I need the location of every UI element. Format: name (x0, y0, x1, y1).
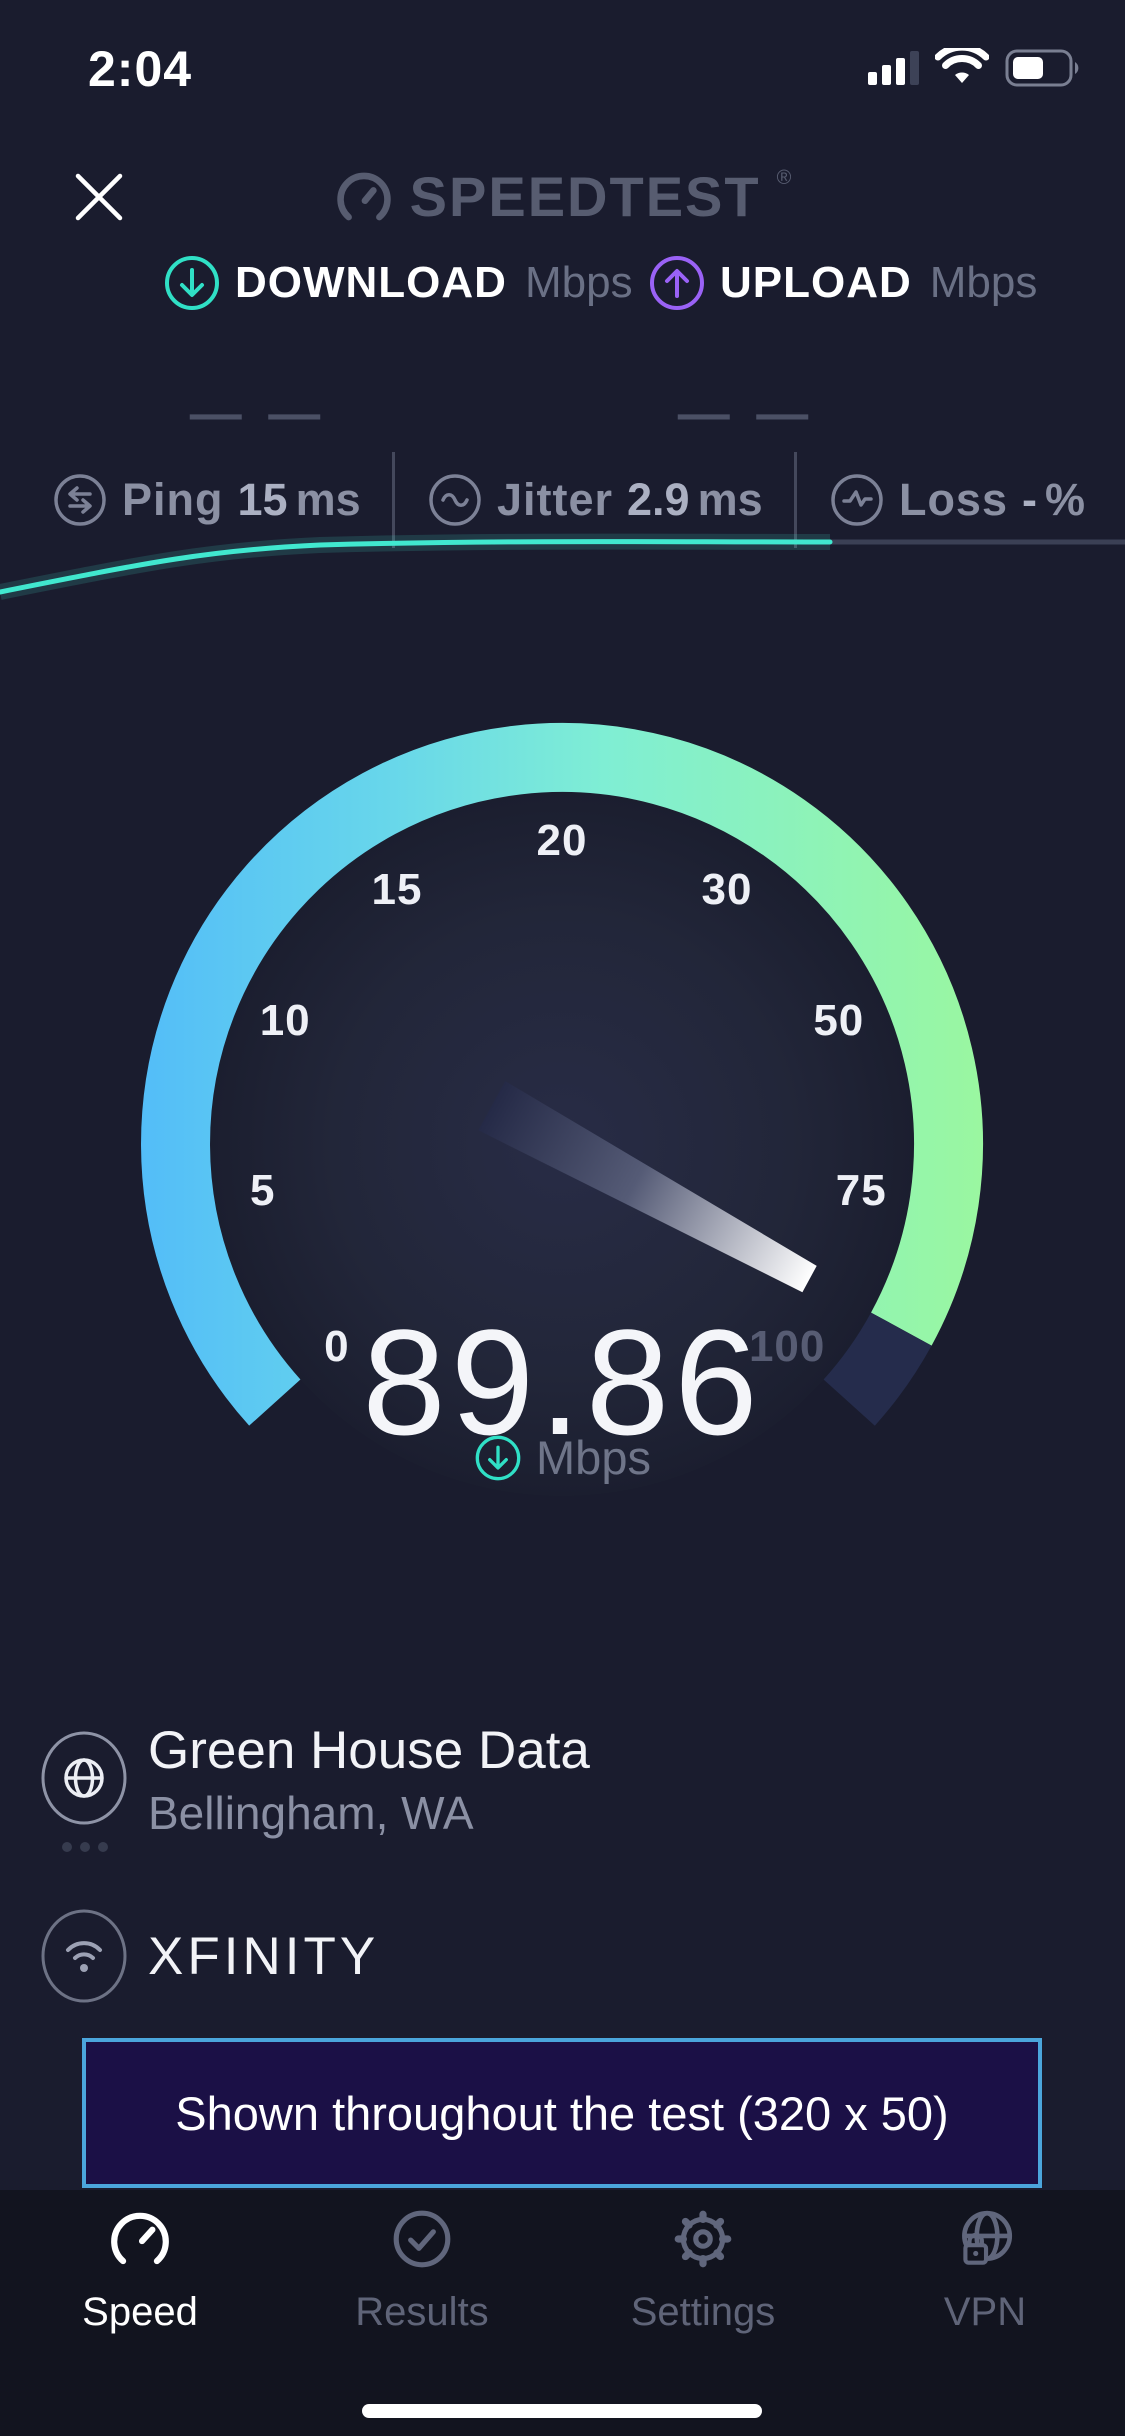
jitter-value: 2.9 (627, 474, 690, 525)
gauge-tick-label: 15 (371, 864, 423, 914)
throughput-sparkline (0, 533, 1125, 600)
server-name: Green House Data (148, 1721, 590, 1780)
status-icons (868, 48, 1083, 88)
current-speed-unit: Mbps (536, 1431, 651, 1484)
ad-banner-text: Shown throughout the test (320 x 50) (175, 2086, 949, 2140)
ping-value: 15 (237, 474, 288, 525)
speedtest-logo-text: SPEEDTEST (409, 165, 761, 228)
gauge-tick-label: 30 (701, 864, 753, 914)
current-speed-value: 89.86 (362, 1298, 763, 1466)
logo-trademark: ® (776, 167, 792, 189)
cellular-signal-icon (868, 51, 919, 85)
upload-arrow-icon (648, 254, 706, 312)
download-arrow-icon (163, 254, 221, 312)
download-value-placeholder: — — (189, 385, 327, 443)
tab-settings[interactable]: Settings (603, 2206, 803, 2335)
loss-metric: Loss - % (829, 472, 1085, 528)
latency-row: Ping 15 ms Jitter 2.9 ms L (52, 452, 1085, 548)
gauge-tick-label: 50 (813, 995, 865, 1045)
jitter-unit: ms (697, 474, 763, 525)
gauge-tick-label: 75 (835, 1166, 887, 1216)
upload-label: UPLOAD (720, 258, 912, 307)
vpn-globe-lock-icon (952, 2206, 1018, 2272)
jitter-label: Jitter (496, 474, 613, 525)
upload-value-placeholder: — — (677, 385, 815, 443)
close-button[interactable] (70, 168, 128, 226)
speedtest-logo: SPEEDTEST ® (0, 164, 1125, 229)
status-time: 2:04 (88, 41, 193, 97)
results-check-icon (389, 2206, 455, 2272)
tab-results-label: Results (355, 2290, 489, 2334)
settings-gear-icon (670, 2206, 736, 2272)
loss-label: Loss (898, 474, 1008, 525)
packet-loss-icon (829, 472, 885, 528)
ping-label: Ping (122, 474, 224, 525)
loss-value: - (1021, 474, 1037, 525)
speed-gauge (141, 722, 984, 1496)
tab-results[interactable]: Results (322, 2206, 522, 2335)
jitter-icon (427, 472, 483, 528)
tab-vpn[interactable]: VPN (885, 2206, 1085, 2335)
download-label: DOWNLOAD (235, 258, 507, 307)
loss-unit: % (1044, 474, 1085, 525)
battery-icon (1005, 49, 1083, 87)
ping-icon (52, 472, 108, 528)
gauge-tick-label: 100 (748, 1321, 826, 1371)
gauge-progress-arc (141, 722, 984, 1426)
gauge-tick-label: 0 (324, 1321, 350, 1371)
download-unit: Mbps (524, 258, 633, 307)
ad-banner[interactable]: Shown throughout the test (320 x 50) (82, 2038, 1042, 2188)
gauge-remainder-arc (823, 1312, 932, 1426)
upload-header: UPLOAD Mbps (648, 254, 1037, 312)
isp-name: XFINITY (148, 1927, 380, 1986)
isp-wifi-icon (40, 1908, 128, 2004)
home-indicator[interactable] (362, 2404, 762, 2418)
upload-unit: Mbps (929, 258, 1038, 307)
tab-bar: Speed Results (0, 2190, 1125, 2436)
download-header: DOWNLOAD Mbps (163, 254, 633, 312)
tab-settings-label: Settings (630, 2290, 776, 2334)
gauge-tick-label: 5 (249, 1166, 276, 1216)
speedtest-logo-gauge-icon (334, 167, 394, 227)
tab-vpn-label: VPN (943, 2290, 1027, 2334)
ping-metric: Ping 15 ms (52, 472, 361, 528)
divider (794, 452, 798, 548)
divider (392, 452, 396, 548)
server-location: Bellingham, WA (148, 1787, 474, 1839)
jitter-metric: Jitter 2.9 ms (427, 472, 763, 528)
gauge-needle (478, 1081, 817, 1293)
ping-unit: ms (295, 474, 361, 525)
server-globe-icon (40, 1730, 128, 1826)
gauge-tick-label: 20 (536, 816, 588, 865)
server-more-menu[interactable] (62, 1842, 108, 1852)
current-speed-unit-row: Mbps (0, 1430, 1125, 1485)
tab-speed[interactable]: Speed (40, 2206, 240, 2335)
wifi-icon (935, 48, 989, 88)
speed-gauge-icon (107, 2206, 173, 2272)
tab-speed-label: Speed (82, 2290, 198, 2334)
download-arrow-small-icon (474, 1434, 522, 1482)
gauge-tick-label: 10 (259, 995, 311, 1045)
